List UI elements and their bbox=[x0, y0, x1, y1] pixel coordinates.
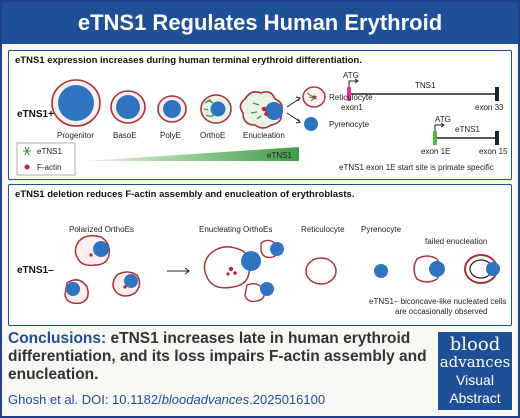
reticulocyte-cell-negative bbox=[305, 257, 337, 285]
panel2-illustration bbox=[64, 234, 500, 305]
logo-line2: advances bbox=[439, 353, 511, 371]
exon15-label: exon 15 bbox=[479, 147, 508, 156]
etns1-legend-icon bbox=[23, 146, 31, 156]
pyrenocyte-cell-negative bbox=[374, 264, 388, 278]
enucleating-orthoe-cells bbox=[203, 239, 284, 303]
panel1-heading: eTNS1 expression increases during human … bbox=[15, 55, 362, 66]
pyrenocyte-label-negative: Pyrenocyte bbox=[361, 225, 402, 234]
exon1-label: exon1 bbox=[341, 103, 363, 112]
failed-enucleation-label: failed enucleation bbox=[425, 237, 488, 246]
citation-journal: bloodadvances bbox=[161, 392, 250, 407]
primate-specific-note: eTNS1 exon 1E start site is primate spec… bbox=[339, 163, 494, 172]
polarized-orthoe-cells bbox=[64, 234, 141, 305]
ortho-erythroblast-cell bbox=[200, 94, 232, 124]
exon33-label: exon 33 bbox=[475, 103, 504, 112]
conclusion-body: eTNS1 increases late in human erythroid … bbox=[8, 330, 427, 383]
panel-etns1-positive: eTNS1 expression increases during human … bbox=[8, 50, 512, 180]
baso-erythroblast-cell bbox=[110, 90, 146, 124]
pyrenocyte-cell bbox=[304, 117, 318, 131]
stage-label-orthoe: OrthoE bbox=[200, 131, 226, 140]
etns1-gene-label: eTNS1 bbox=[455, 125, 480, 134]
conclusion-keyword: Conclusions: bbox=[8, 330, 107, 347]
tns1-atg-label: ATG bbox=[343, 71, 359, 80]
conclusion-block: Conclusions: eTNS1 increases late in hum… bbox=[8, 330, 432, 412]
poly-erythroblast-cell bbox=[157, 95, 187, 123]
page-title: eTNS1 Regulates Human Erythroid Differen… bbox=[2, 2, 518, 77]
progenitor-cell bbox=[51, 79, 101, 127]
tns1-gene-label: TNS1 bbox=[415, 81, 436, 90]
panel2-heading: eTNS1 deletion reduces F-actin assembly … bbox=[15, 189, 355, 200]
etns1-atg-label: ATG bbox=[435, 115, 451, 124]
citation-suffix: .2025016100 bbox=[249, 392, 326, 407]
exon1e-label: exon 1E bbox=[421, 147, 451, 156]
tns1-gene-diagram bbox=[347, 78, 499, 101]
legend-box bbox=[16, 142, 76, 176]
blood-advances-logo: blood advances Visual Abstract bbox=[438, 332, 512, 410]
biconcave-note-line2: are occasionally observed bbox=[395, 307, 488, 316]
biconcave-note-line1: eTNS1– biconcave-like nucleated cells bbox=[369, 297, 507, 306]
citation-prefix: Ghosh et al. DOI: 10.1182/ bbox=[8, 392, 162, 407]
etns1-gene-diagram bbox=[433, 122, 499, 145]
legend-label-factin: F-actin bbox=[37, 163, 62, 172]
panel-etns1-negative: eTNS1 deletion reduces F-actin assembly … bbox=[8, 184, 512, 326]
failed-enucleation-cells bbox=[413, 254, 500, 284]
logo-line1: blood bbox=[449, 334, 501, 355]
outcome-label-reticulocyte: Reticulocyte bbox=[329, 93, 373, 102]
polarized-orthoes-label: Polarized OrthoEs bbox=[69, 225, 134, 234]
factin-legend-icon bbox=[24, 164, 30, 170]
citation: Ghosh et al. DOI: 10.1182/bloodadvances.… bbox=[8, 392, 325, 407]
logo-line3: Visual bbox=[456, 372, 494, 388]
legend-label-etns1: eTNS1 bbox=[37, 147, 62, 156]
enucleating-cell bbox=[239, 91, 283, 129]
stage-label-basoe: BasoE bbox=[113, 131, 137, 140]
outcome-arrows bbox=[286, 98, 300, 122]
enucleating-orthoes-label: Enucleating OrthoEs bbox=[199, 225, 273, 234]
logo-line4: Abstract bbox=[449, 390, 501, 406]
gradient-label: eTNS1 bbox=[267, 151, 292, 160]
etns1-gradient-wedge bbox=[87, 147, 299, 161]
stage-label-enucleation: Enucleation bbox=[243, 131, 285, 140]
etns1-negative-label: eTNS1– bbox=[17, 265, 54, 276]
stage-label-polye: PolyE bbox=[160, 131, 181, 140]
stage-label-progenitor: Progenitor bbox=[57, 131, 94, 140]
conclusion-text: Conclusions: eTNS1 increases late in hum… bbox=[8, 330, 432, 384]
outcome-label-pyrenocyte: Pyrenocyte bbox=[329, 120, 370, 129]
reticulocyte-label-negative: Reticulocyte bbox=[301, 225, 345, 234]
reticulocyte-cell bbox=[302, 86, 326, 108]
etns1-positive-label: eTNS1+ bbox=[17, 109, 54, 120]
panel1-illustration bbox=[16, 78, 499, 176]
